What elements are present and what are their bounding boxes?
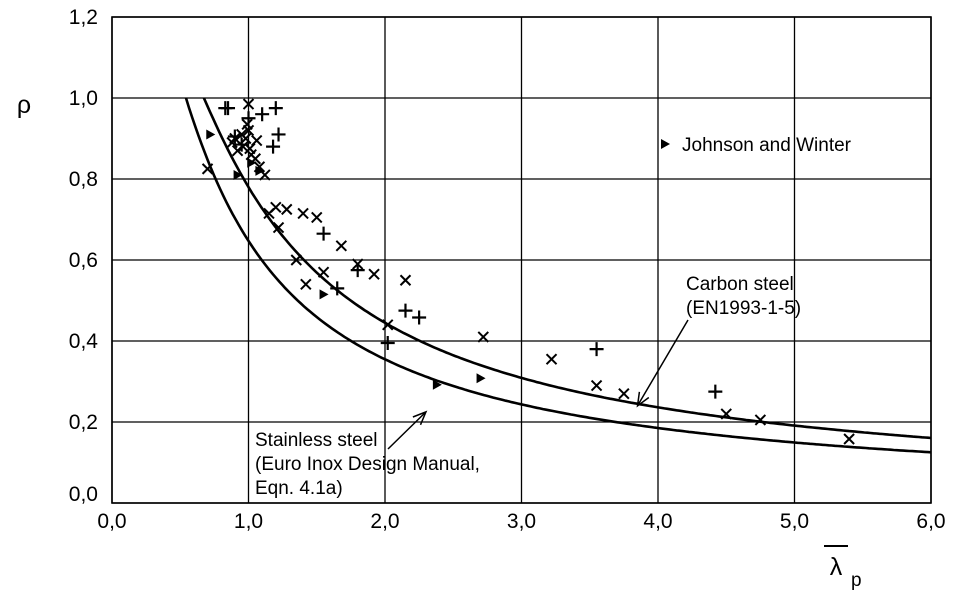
point-triangle xyxy=(432,379,442,390)
y-tick-label: 0,6 xyxy=(69,249,98,272)
point-triangle xyxy=(233,169,243,180)
point-cross xyxy=(311,211,323,224)
y-tick-label: 0,8 xyxy=(69,168,98,191)
point-cross xyxy=(240,132,252,145)
tick-labels: 0,0 1,0 2,0 3,0 4,0 5,0 6,0 0,0 0,2 0,4 0,6 0,8 1,0 1… xyxy=(69,6,946,533)
y-tick-label: 1,0 xyxy=(69,87,98,110)
point-plus xyxy=(589,342,604,357)
x-tick-label: 5,0 xyxy=(780,510,809,533)
grid xyxy=(111,16,932,504)
annotation-carbon-line1: Carbon steel xyxy=(686,274,794,295)
annotation-carbon-arrow xyxy=(636,319,689,408)
point-cross xyxy=(270,201,282,214)
point-cross xyxy=(259,169,271,181)
point-cross xyxy=(290,254,302,266)
curve-carbon xyxy=(202,97,932,440)
annotation-stainless: Stainless steel (Euro Inox Design Manual… xyxy=(255,410,480,499)
x-tick-label: 0,0 xyxy=(97,510,126,533)
x-axis-label-symbol: λ xyxy=(830,553,843,581)
annotation-stainless-line3: Eqn. 4.1a) xyxy=(255,478,343,499)
plot-frame xyxy=(111,16,932,504)
point-triangle xyxy=(319,289,329,300)
point-cross xyxy=(368,268,380,280)
legend-marker-triangle xyxy=(661,139,670,149)
curves xyxy=(184,97,932,454)
point-cross xyxy=(351,258,364,270)
point-cross xyxy=(843,433,855,445)
point-cross xyxy=(242,124,255,137)
legend: Johnson and Winter xyxy=(661,135,852,156)
annotation-stainless-line1: Stainless steel xyxy=(255,430,378,451)
point-cross xyxy=(382,319,394,331)
data-points xyxy=(201,98,855,445)
point-cross xyxy=(242,98,255,110)
point-cross xyxy=(618,387,630,400)
x-axis-label: λ p xyxy=(824,545,862,591)
point-plus xyxy=(708,384,723,399)
annotation-stainless-line2: (Euro Inox Design Manual, xyxy=(255,454,480,475)
point-cross xyxy=(250,134,263,147)
point-plus xyxy=(380,336,395,351)
y-axis-label: ρ xyxy=(17,91,31,119)
point-cross xyxy=(545,353,558,365)
point-cross xyxy=(300,278,312,291)
point-plus xyxy=(255,107,270,122)
point-cross xyxy=(272,221,285,234)
y-tick-label: 0,2 xyxy=(69,411,98,434)
x-tick-label: 1,0 xyxy=(234,510,263,533)
legend-label: Johnson and Winter xyxy=(682,135,852,156)
annotation-carbon: Carbon steel (EN1993-1-5) xyxy=(636,274,801,408)
point-triangle xyxy=(206,129,216,140)
curve-stainless xyxy=(184,97,932,454)
point-cross xyxy=(477,331,489,343)
point-plus xyxy=(268,101,283,116)
y-tick-label: 0,0 xyxy=(69,483,98,506)
point-cross xyxy=(201,163,214,175)
point-plus xyxy=(330,281,345,296)
x-tick-label: 2,0 xyxy=(370,510,399,533)
point-plus xyxy=(271,127,286,142)
point-triangle xyxy=(476,373,486,384)
point-cross xyxy=(297,207,309,220)
y-tick-label: 1,2 xyxy=(69,6,98,29)
point-cross xyxy=(399,274,412,286)
x-tick-label: 3,0 xyxy=(507,510,536,533)
point-plus xyxy=(398,303,413,318)
point-cross xyxy=(590,379,603,392)
point-plus xyxy=(221,101,236,116)
point-cross xyxy=(754,414,767,426)
point-cross xyxy=(720,408,732,420)
y-tick-label: 0,4 xyxy=(69,330,99,353)
x-axis-label-subscript: p xyxy=(851,570,862,591)
point-plus xyxy=(266,139,281,154)
x-tick-label: 4,0 xyxy=(643,510,672,533)
annotation-carbon-line2: (EN1993-1-5) xyxy=(686,298,801,319)
point-cross xyxy=(281,203,293,216)
point-plus xyxy=(316,226,331,241)
point-cross xyxy=(253,161,266,173)
point-cross xyxy=(249,153,262,165)
point-plus xyxy=(412,310,427,325)
annotation-stainless-arrow xyxy=(387,410,428,450)
x-tick-label: 6,0 xyxy=(916,510,945,533)
point-cross xyxy=(335,240,348,252)
point-cross xyxy=(317,266,330,278)
